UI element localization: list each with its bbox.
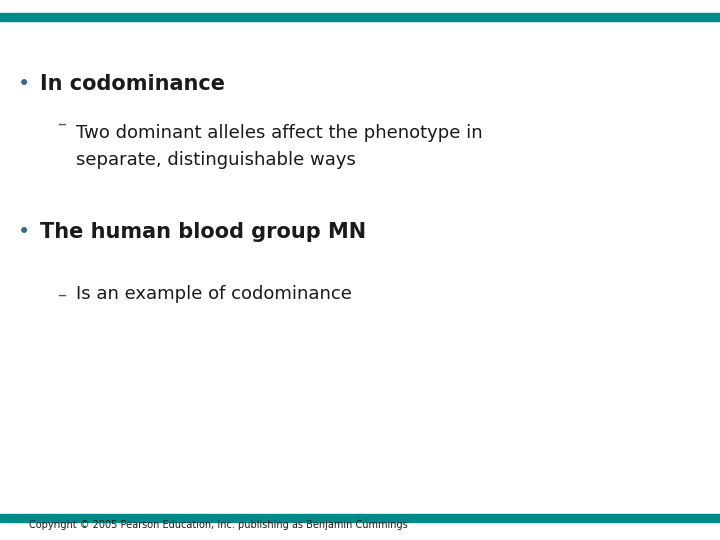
Text: –: –	[57, 115, 66, 133]
Text: •: •	[17, 222, 30, 242]
Text: Two dominant alleles affect the phenotype in
separate, distinguishable ways: Two dominant alleles affect the phenotyp…	[76, 124, 482, 168]
Text: –: –	[57, 285, 66, 303]
Text: The human blood group MN: The human blood group MN	[40, 222, 366, 242]
Text: In codominance: In codominance	[40, 73, 225, 94]
Text: Copyright © 2005 Pearson Education, Inc. publishing as Benjamin Cummings: Copyright © 2005 Pearson Education, Inc.…	[29, 520, 408, 530]
Bar	[0, 13, 720, 21]
Text: •: •	[17, 73, 30, 94]
Text: Is an example of codominance: Is an example of codominance	[76, 285, 351, 303]
Bar	[0, 514, 720, 522]
